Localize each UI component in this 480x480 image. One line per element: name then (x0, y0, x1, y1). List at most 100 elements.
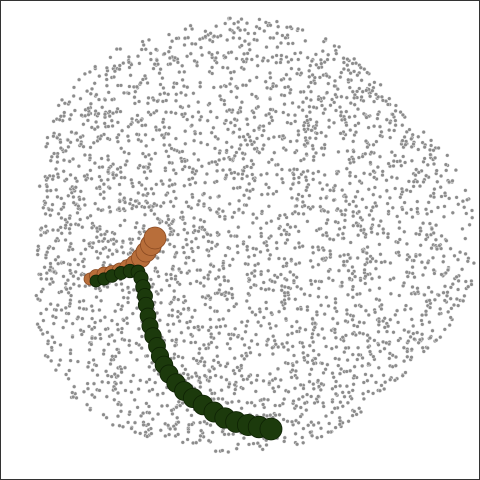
food-pellet (46, 246, 51, 251)
food-pellet (363, 232, 368, 237)
food-pellet (347, 276, 352, 281)
food-pellet (465, 197, 470, 202)
food-pellet (194, 168, 199, 174)
food-pellet (94, 295, 99, 300)
food-pellet (98, 298, 104, 303)
food-pellet (334, 379, 339, 384)
food-pellet (135, 54, 141, 59)
food-pellet (105, 284, 110, 290)
food-pellet (155, 99, 160, 104)
food-pellet (345, 292, 351, 297)
food-pellet (118, 223, 123, 228)
food-pellet (316, 420, 321, 425)
food-pellet (242, 27, 247, 32)
food-pellet (388, 277, 393, 282)
food-pellet (274, 240, 279, 245)
food-pellet (55, 228, 61, 233)
food-pellet (309, 394, 314, 399)
food-pellet (356, 345, 361, 350)
food-pellet (353, 123, 358, 128)
food-pellet (116, 350, 122, 355)
food-pellet (153, 151, 158, 156)
food-pellet (179, 112, 185, 117)
food-pellet (212, 146, 218, 151)
food-pellet (403, 160, 408, 165)
food-pellet (351, 382, 356, 387)
food-pellet (361, 396, 366, 401)
food-pellet (390, 112, 395, 117)
food-pellet (245, 51, 250, 56)
food-pellet (355, 292, 360, 297)
food-pellet (148, 51, 153, 56)
food-pellet (133, 225, 138, 230)
food-pellet (427, 221, 432, 226)
food-pellet (264, 342, 269, 348)
food-pellet (119, 281, 124, 287)
food-pellet (248, 350, 253, 355)
food-pellet (193, 371, 198, 376)
food-pellet (149, 431, 154, 436)
food-pellet (284, 261, 289, 266)
food-pellet (117, 199, 122, 204)
food-pellet (183, 27, 188, 32)
food-pellet (236, 207, 242, 212)
food-pellet (418, 243, 423, 248)
food-pellet (154, 108, 159, 113)
food-pellet (185, 408, 190, 413)
food-pellet (246, 291, 251, 296)
food-pellet (198, 45, 204, 50)
food-pellet (260, 447, 265, 452)
food-pellet (432, 297, 437, 302)
food-pellet (348, 128, 353, 133)
food-pellet (43, 211, 48, 216)
food-pellet (428, 152, 433, 157)
food-pellet (212, 366, 217, 371)
food-pellet (166, 131, 171, 137)
food-pellet (289, 195, 295, 200)
food-pellet (128, 250, 133, 255)
food-pellet (265, 248, 270, 253)
food-pellet (130, 206, 135, 211)
food-pellet (340, 335, 345, 340)
food-pellet (330, 371, 335, 376)
food-pellet (351, 149, 356, 154)
food-pellet (372, 124, 377, 129)
food-pellet (107, 109, 112, 114)
food-pellet (308, 430, 313, 435)
food-pellet (378, 219, 383, 224)
food-pellet (308, 278, 313, 283)
food-pellet (380, 98, 385, 103)
food-pellet (311, 361, 316, 366)
food-pellet (58, 225, 63, 230)
food-pellet (357, 86, 362, 91)
food-pellet (51, 119, 56, 124)
food-pellet (168, 199, 173, 204)
food-pellet (385, 201, 390, 206)
food-pellet (316, 352, 321, 357)
food-pellet (460, 226, 465, 231)
food-pellet (48, 213, 53, 218)
food-pellet (180, 63, 185, 68)
food-pellet (63, 237, 68, 243)
food-pellet (332, 83, 337, 89)
food-pellet (316, 394, 321, 399)
food-pellet (302, 203, 307, 208)
food-pellet (441, 214, 447, 219)
food-pellet (184, 237, 189, 242)
food-pellet (463, 279, 468, 284)
food-pellet (222, 274, 227, 280)
food-pellet (408, 334, 413, 339)
food-pellet (307, 135, 312, 141)
food-pellet (134, 341, 139, 346)
food-pellet (155, 269, 160, 274)
food-pellet (364, 251, 369, 256)
food-pellet (270, 345, 275, 350)
food-pellet (226, 245, 231, 250)
food-pellet (331, 57, 337, 62)
food-pellet (137, 230, 142, 235)
food-pellet (78, 142, 84, 147)
food-pellet (61, 158, 67, 163)
food-pellet (269, 219, 274, 224)
